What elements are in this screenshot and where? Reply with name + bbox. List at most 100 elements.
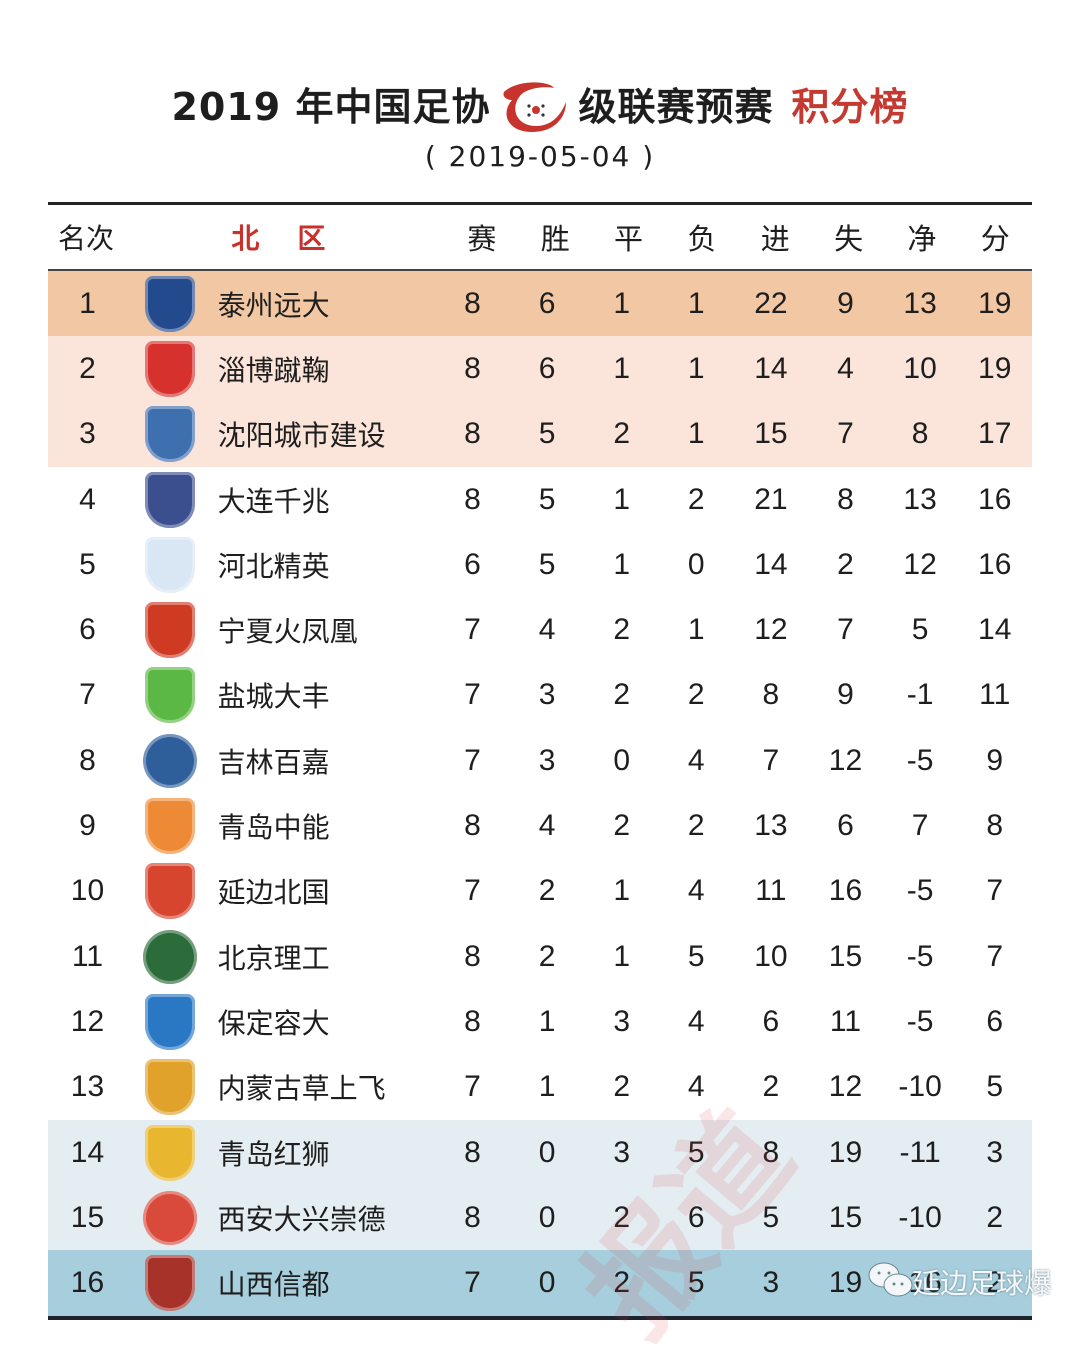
team-badge-icon [145,993,196,1050]
table-row: 12 保定容大 8 1 3 4 6 11 -5 6 [48,989,1032,1055]
stat-gd: 12 [903,547,937,581]
stat-gd: 13 [903,286,937,320]
stat-gd: -5 [906,874,934,908]
stat-drawn: 1 [613,482,630,516]
stat-lost: 2 [687,482,705,516]
table-row: 5 河北精英 6 5 1 0 14 2 12 16 [48,532,1032,598]
stat-won: 6 [538,351,556,385]
stat-lost: 2 [687,678,705,712]
standings-table: 名次 北区 赛 胜 平 负 进 失 净 分 1 泰州远大 8 6 1 1 22 9 13 19 2 淄… [48,202,1032,1320]
stat-pts: 19 [978,351,1012,385]
team-badge-icon [145,340,196,397]
team-badge-icon [145,471,196,528]
stat-lost: 4 [687,743,705,777]
date-label: ( 2019-05-04 ) [424,140,656,173]
team-name: 大连千兆 [217,484,330,518]
stat-pts: 7 [986,874,1004,908]
stat-drawn: 1 [613,547,630,581]
rank: 12 [70,1004,105,1038]
rank: 7 [79,678,96,712]
stat-drawn: 2 [613,1200,630,1234]
stat-won: 6 [538,286,556,320]
stat-pts: 5 [986,1070,1004,1104]
stat-drawn: 2 [613,678,630,712]
col-pts: 分 [980,222,1010,256]
stat-gf: 7 [762,743,780,777]
stat-ga: 12 [828,1070,863,1104]
stat-drawn: 1 [613,286,630,320]
table-row: 1 泰州远大 8 6 1 1 22 9 13 19 [48,271,1032,337]
team-badge-icon [143,929,198,984]
stat-won: 4 [538,613,556,647]
stat-played: 8 [464,809,481,843]
stat-lost: 6 [687,1200,705,1234]
stat-gd: -11 [899,1135,941,1169]
table-row: 6 宁夏火凤凰 7 4 2 1 12 7 5 14 [48,597,1032,663]
team-name: 淄博蹴鞠 [217,353,330,387]
col-drawn: 平 [614,222,644,256]
stat-lost: 1 [687,417,705,451]
stat-played: 8 [464,1135,481,1169]
stat-drawn: 1 [613,939,630,973]
stat-ga: 15 [828,939,863,973]
stat-gf: 2 [762,1070,780,1104]
stat-gf: 21 [754,482,788,516]
stat-gd: -5 [906,939,934,973]
stat-gf: 8 [762,1135,780,1169]
stat-pts: 14 [978,613,1012,647]
title-right: 级联赛预赛 [578,85,774,129]
stat-played: 8 [464,286,481,320]
stat-pts: 11 [979,678,1011,712]
stat-drawn: 3 [613,1135,630,1169]
team-name: 盐城大丰 [217,680,330,714]
stat-won: 0 [538,1200,556,1234]
stat-gd: 13 [903,482,937,516]
stat-pts: 3 [986,1135,1004,1169]
stat-gd: 7 [911,809,929,843]
stat-won: 3 [538,678,556,712]
rank: 2 [79,351,96,385]
col-gd: 净 [907,222,937,256]
table-bottom-rule [48,1315,1032,1320]
stat-gf: 13 [754,809,788,843]
table-row: 7 盐城大丰 7 3 2 2 8 9 -1 11 [48,662,1032,729]
col-lost: 负 [687,222,717,256]
stat-gf: 10 [754,939,788,973]
stat-won: 3 [538,743,556,777]
stat-ga: 2 [837,547,854,581]
stat-ga: 16 [828,874,863,908]
stat-lost: 5 [687,1135,705,1169]
team-name: 泰州远大 [217,288,330,322]
stat-gf: 14 [754,547,788,581]
stat-ga: 7 [837,417,854,451]
stat-lost: 2 [687,809,705,843]
stat-gf: 12 [754,613,788,647]
stat-gd: -5 [906,1004,934,1038]
team-badge-icon [145,275,196,332]
stat-played: 7 [464,743,481,777]
stat-pts: 2 [986,1200,1004,1234]
team-name: 保定容大 [217,1006,330,1040]
table-row: 15 西安大兴崇德 8 0 2 6 5 15 -10 2 [48,1185,1032,1251]
stat-ga: 6 [837,809,854,843]
team-name: 沈阳城市建设 [217,419,386,453]
stat-lost: 1 [687,286,705,320]
team-name: 西安大兴崇德 [217,1202,386,1236]
stat-lost: 4 [687,1070,705,1104]
rank: 13 [70,1070,105,1104]
stat-drawn: 2 [613,1070,630,1104]
stat-gf: 11 [755,874,787,908]
stat-gd: -5 [906,743,934,777]
team-badge-icon [145,798,196,855]
stat-ga: 7 [837,613,854,647]
stat-played: 7 [464,1266,481,1300]
team-badge-icon [145,602,196,659]
table-row: 13 内蒙古草上飞 7 1 2 4 2 12 -10 5 [48,1054,1032,1120]
col-gf: 进 [760,222,790,256]
rank: 14 [70,1135,105,1169]
stat-played: 8 [464,939,481,973]
table-top-rule [48,202,1032,205]
rank: 4 [79,482,96,516]
col-ga: 失 [834,222,864,256]
stat-drawn: 2 [613,809,630,843]
